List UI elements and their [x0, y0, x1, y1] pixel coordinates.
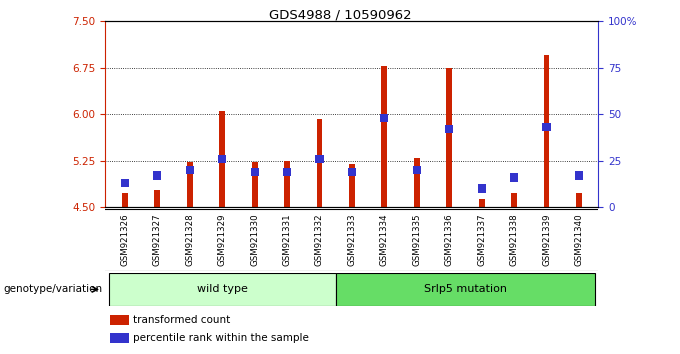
- Bar: [446, 68, 452, 207]
- Bar: [477, 184, 486, 193]
- Bar: [122, 193, 128, 207]
- Bar: [153, 171, 161, 180]
- Text: GSM921339: GSM921339: [542, 214, 551, 266]
- Text: GSM921329: GSM921329: [218, 214, 226, 266]
- Bar: [109, 273, 336, 306]
- Bar: [316, 155, 324, 163]
- Bar: [219, 111, 225, 207]
- Bar: [121, 179, 129, 187]
- Text: GSM921333: GSM921333: [347, 214, 356, 267]
- Text: GSM921337: GSM921337: [477, 214, 486, 267]
- Bar: [576, 193, 582, 207]
- Bar: [413, 166, 421, 174]
- Bar: [110, 315, 129, 325]
- Bar: [154, 190, 160, 207]
- Bar: [575, 171, 583, 180]
- Text: percentile rank within the sample: percentile rank within the sample: [133, 333, 309, 343]
- Bar: [347, 167, 356, 176]
- Text: GSM921331: GSM921331: [282, 214, 292, 267]
- Text: Srlp5 mutation: Srlp5 mutation: [424, 284, 507, 295]
- Bar: [349, 164, 355, 207]
- Bar: [511, 193, 517, 207]
- Bar: [445, 125, 454, 133]
- Bar: [250, 167, 258, 176]
- Bar: [380, 114, 388, 122]
- Bar: [252, 162, 258, 207]
- Text: GSM921335: GSM921335: [412, 214, 422, 267]
- Text: GDS4988 / 10590962: GDS4988 / 10590962: [269, 9, 411, 22]
- Text: GSM921332: GSM921332: [315, 214, 324, 267]
- Text: GSM921327: GSM921327: [153, 214, 162, 267]
- Text: GSM921336: GSM921336: [445, 214, 454, 267]
- Text: GSM921328: GSM921328: [185, 214, 194, 267]
- Bar: [187, 162, 192, 207]
- Bar: [543, 123, 551, 131]
- Bar: [479, 199, 485, 207]
- Text: GSM921338: GSM921338: [509, 214, 519, 267]
- Bar: [336, 273, 595, 306]
- Bar: [186, 166, 194, 174]
- Text: GSM921330: GSM921330: [250, 214, 259, 267]
- Bar: [284, 161, 290, 207]
- Text: GSM921340: GSM921340: [575, 214, 583, 267]
- Bar: [317, 119, 322, 207]
- Bar: [543, 55, 549, 207]
- Bar: [381, 66, 387, 207]
- Text: genotype/variation: genotype/variation: [3, 284, 103, 295]
- Bar: [414, 158, 420, 207]
- Text: GSM921326: GSM921326: [120, 214, 129, 267]
- Bar: [110, 333, 129, 343]
- Text: GSM921334: GSM921334: [380, 214, 389, 267]
- Bar: [218, 155, 226, 163]
- Bar: [510, 173, 518, 182]
- Text: transformed count: transformed count: [133, 315, 230, 325]
- Bar: [283, 167, 291, 176]
- Text: wild type: wild type: [197, 284, 248, 295]
